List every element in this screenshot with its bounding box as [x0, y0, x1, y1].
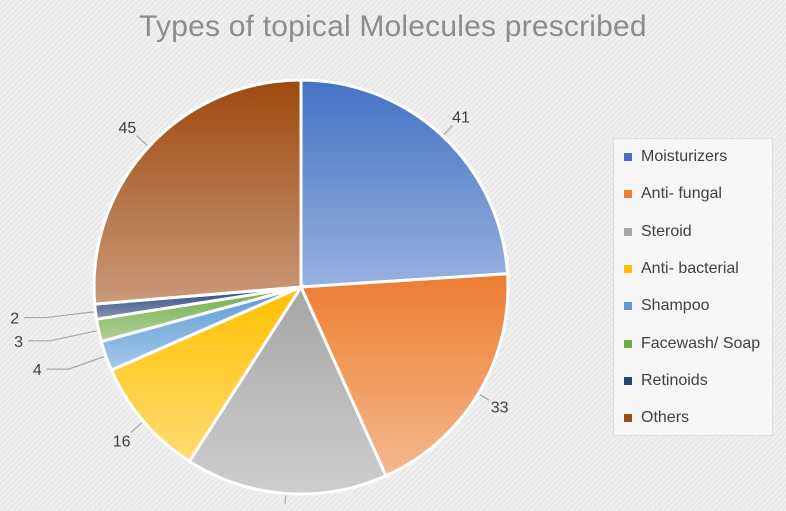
leader-line-moisturizers — [443, 125, 453, 135]
legend-label: Moisturizers — [641, 148, 728, 165]
leader-line-others — [136, 135, 148, 146]
pie-slice-steroid — [187, 283, 388, 496]
pie-slice-anti-fungal — [298, 272, 510, 478]
legend-label: Others — [641, 409, 690, 427]
legend-swatch — [624, 227, 632, 236]
pie-slice-anti-bacterial — [109, 283, 305, 464]
legend-item-others: Others — [624, 408, 689, 428]
leader-line-retinoids — [24, 311, 94, 319]
data-label-anti-fungal: 33 — [491, 400, 509, 417]
leader-line-shampoo — [46, 356, 105, 370]
legend-item-steroid: Steroid — [624, 222, 692, 242]
pie-slices — [92, 78, 510, 496]
legend-swatch — [624, 190, 632, 199]
legend-label: Anti- bacterial — [641, 259, 739, 277]
data-label-steroid: 27 — [275, 509, 293, 511]
leader-line-facewash-soap — [28, 330, 97, 342]
legend-swatch — [624, 339, 632, 348]
legend-item-anti-bacterial: Anti- bacterial — [624, 259, 739, 279]
data-label-shampoo: 4 — [33, 362, 42, 379]
legend-item-shampoo: Shampoo — [624, 296, 710, 316]
leader-line-anti-bacterial — [130, 422, 143, 433]
legend-item-anti-fungal: Anti- fungal — [624, 184, 722, 204]
legend-swatch — [624, 153, 632, 161]
legend-swatch — [624, 414, 632, 423]
leader-line-steroid — [284, 495, 287, 504]
pie-slice-moisturizers — [299, 78, 510, 289]
data-labels: 41 33 27 16 43 2 45 — [10, 109, 508, 511]
legend: Moisturizers Anti- fungal Steroid Anti- bac… — [613, 138, 773, 436]
legend-item-retinoids: Retinoids — [624, 371, 708, 391]
legend-swatch — [624, 302, 632, 311]
pie-slice-others — [92, 78, 303, 306]
data-label-others: 45 — [118, 120, 136, 137]
data-label-retinoids: 2 — [10, 311, 19, 328]
legend-label: Anti- fungal — [641, 185, 722, 203]
legend-item-moisturizers: Moisturizers — [624, 147, 727, 167]
legend-label: Retinoids — [641, 371, 708, 389]
data-label-anti-bacterial: 16 — [113, 433, 131, 450]
chart-title: Types of topical Molecules prescribed — [139, 10, 647, 43]
legend-label: Shampoo — [641, 297, 710, 315]
legend-item-facewash-soap: Facewash/ Soap — [624, 334, 760, 354]
data-label-facewash-soap: 3 — [14, 334, 23, 351]
legend-swatch — [624, 376, 632, 385]
legend-label: Facewash/ Soap — [641, 334, 761, 352]
leader-lines — [24, 125, 490, 504]
legend-swatch — [624, 264, 632, 273]
data-label-moisturizers: 41 — [452, 109, 470, 126]
leader-line-anti-fungal — [479, 394, 490, 401]
legend-label: Steroid — [641, 222, 692, 240]
